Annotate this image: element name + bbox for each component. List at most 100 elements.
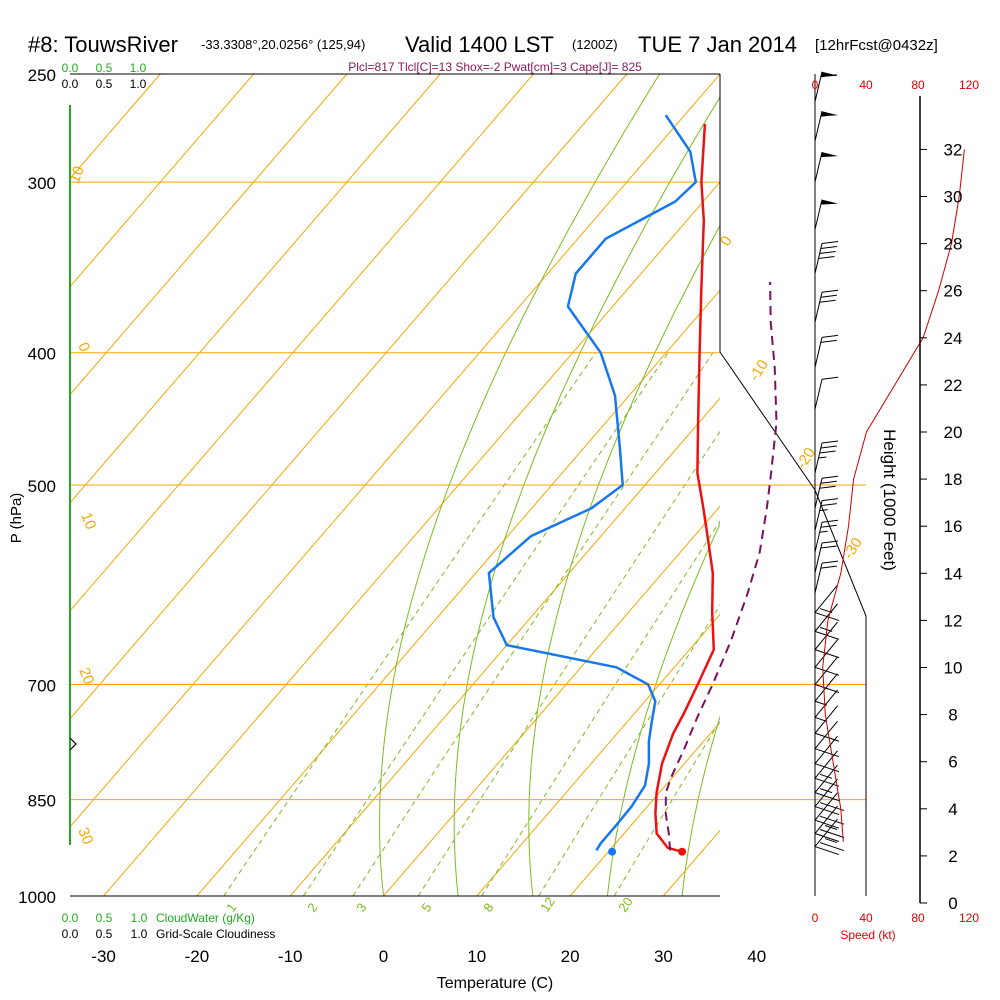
- height-tick-label: 24: [944, 329, 963, 348]
- cloud-marker: [69, 737, 77, 751]
- wind-barb-feather: [819, 626, 833, 632]
- temperature-tick-label: -20: [185, 947, 210, 966]
- wind-barb-staff: [814, 199, 823, 230]
- height-boundary: [719, 351, 867, 896]
- pressure-tick-label: 850: [28, 792, 56, 811]
- height-tick-label: 30: [944, 188, 963, 207]
- speed-axis-label: Speed (kt): [840, 928, 895, 942]
- wind-barb-staff: [814, 818, 838, 847]
- wind-barb-feather: [818, 256, 835, 260]
- wind-barb-feather: [820, 445, 837, 449]
- wind-barb-staff: [814, 379, 823, 410]
- temperature-tick-label: 30: [654, 947, 673, 966]
- wind-barb-feather: [814, 716, 828, 722]
- speed-tick: 80: [911, 911, 925, 925]
- mixing-ratio-label: 12: [537, 894, 558, 914]
- moist-adiabat-line: [379, 74, 660, 896]
- wind-barb-feather: [814, 833, 840, 843]
- wind-barb-feather: [820, 339, 837, 343]
- wind-barb-feather: [814, 684, 840, 693]
- valid-time: Valid 1400 LST: [405, 32, 554, 57]
- height-tick-label: 2: [948, 847, 957, 866]
- wind-barb-feather: [821, 334, 839, 338]
- wind-barb-feather: [814, 792, 840, 802]
- wind-barb-feather: [819, 829, 845, 839]
- cloudiness-tick: 0.5: [96, 77, 113, 91]
- wind-barb-staff: [814, 735, 838, 765]
- wind-barb: [814, 151, 838, 183]
- wind-barb-feather: [819, 802, 845, 812]
- wind-barb-staff: [814, 720, 838, 749]
- surface-dewpoint-dot: [608, 847, 617, 856]
- valid-utc: (1200Z): [572, 37, 618, 52]
- wind-barb-feather: [820, 524, 837, 528]
- speed-tick: 0: [812, 911, 819, 925]
- mixing-ratio-line: [538, 604, 720, 896]
- wind-barb-staff: [814, 805, 838, 834]
- isotherm-line: [70, 74, 254, 288]
- cloudiness-tick: 1.0: [131, 927, 148, 941]
- wind-barb-feather: [819, 842, 845, 852]
- speed-tick: 40: [859, 911, 873, 925]
- height-tick-label: 28: [944, 235, 963, 254]
- pressure-tick-label: 700: [28, 677, 56, 696]
- temperature-line: [654, 123, 716, 853]
- surface-temperature-dot: [678, 847, 687, 856]
- moist-adiabat-line: [528, 224, 720, 896]
- height-tick-label: 14: [944, 564, 963, 583]
- wind-barb-feather: [821, 241, 839, 245]
- wind-barb-staff: [814, 689, 838, 718]
- wind-barb-staff: [814, 778, 838, 807]
- wind-barb-feather: [814, 806, 840, 816]
- mixing-ratio-label: 2: [304, 900, 320, 915]
- isotherm-label: -10: [746, 357, 772, 384]
- wind-barb-feather: [820, 503, 837, 507]
- wind-barb: [814, 540, 839, 574]
- cloudiness-tick: 1.0: [130, 77, 147, 91]
- wind-barb: [814, 805, 845, 843]
- isotherm-line: [70, 74, 348, 396]
- wind-barb-feather: [820, 246, 837, 250]
- mixing-ratio-label: 20: [615, 894, 636, 914]
- wind-barb-pennant: [821, 199, 838, 205]
- mixing-ratio-label: 8: [480, 900, 496, 915]
- speed-scale-bottom: 0 40 80 120: [812, 911, 980, 925]
- wind-barb-staff: [814, 603, 838, 632]
- height-tick-label: 8: [948, 706, 957, 725]
- wind-barb-feather: [814, 666, 840, 676]
- wind-barb: [814, 735, 840, 773]
- pressure-ticks: 250 300 400 500 700 850 1000: [18, 66, 56, 907]
- cloudiness-tick: 0.0: [62, 77, 79, 91]
- forecast-date: TUE 7 Jan 2014: [638, 32, 797, 57]
- speed-tick: 0: [812, 78, 819, 92]
- wind-barb: [814, 792, 845, 829]
- wind-barb-feather: [814, 732, 840, 742]
- wind-barb-feather: [818, 456, 827, 459]
- wind-barb-feather: [819, 299, 836, 303]
- isotherm-label: 30: [74, 825, 96, 847]
- temperature-ticks: -30 -20 -10 0 10 20 30 40: [91, 947, 766, 966]
- cloudwater-tick: 1.0: [131, 911, 148, 925]
- cloudwater-scale-bottom: 0.0 0.5 1.0: [62, 911, 148, 925]
- wind-barb: [814, 475, 839, 509]
- pressure-tick-label: 300: [28, 174, 56, 193]
- wind-barb-feather: [819, 509, 828, 512]
- sounding-indices: Plcl=817 Tlcl[C]=13 Shox=-2 Pwat[cm]=3 C…: [348, 60, 642, 74]
- wind-barb-feather: [819, 815, 845, 825]
- wind-barb: [814, 560, 839, 594]
- speed-tick: 120: [959, 911, 979, 925]
- dewpoint-line: [487, 114, 698, 852]
- forecast-run: [12hrFcst@0432z]: [815, 37, 938, 54]
- height-axis-label: Height (1000 Feet): [880, 429, 899, 571]
- wind-barb-feather: [819, 485, 836, 489]
- wind-barb-feather: [814, 777, 840, 787]
- mixing-ratio-line: [613, 720, 720, 896]
- mixing-ratio-line: [302, 352, 669, 896]
- moist-adiabat-line: [453, 96, 720, 896]
- height-tick-label: 6: [948, 753, 957, 772]
- wind-barb: [814, 603, 840, 640]
- temperature-axis-label: Temperature (C): [437, 975, 553, 992]
- height-tick-label: 16: [944, 517, 963, 536]
- wind-barb: [814, 71, 838, 102]
